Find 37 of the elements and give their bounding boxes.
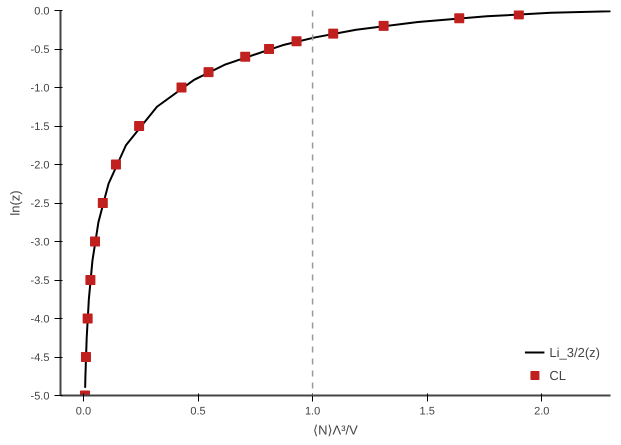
- y-tick-label: -3.5: [30, 275, 50, 287]
- y-tick-label: -1.5: [30, 121, 50, 133]
- point: [264, 44, 274, 54]
- point: [378, 20, 389, 31]
- y-tick-label: -5.0: [30, 390, 50, 402]
- point: [82, 314, 93, 324]
- point: [90, 236, 100, 246]
- point: [98, 198, 108, 208]
- point: [328, 28, 338, 39]
- y-tick-label: -2.0: [30, 160, 50, 172]
- y-tick-label: -0.5: [30, 44, 50, 56]
- point: [514, 10, 524, 20]
- point: [454, 13, 464, 24]
- y-tick-label: 0.0: [34, 6, 50, 18]
- x-tick-label: 2.0: [534, 406, 550, 418]
- y-tick-label: -4.0: [30, 314, 50, 326]
- y-tick-label: -1.0: [30, 82, 50, 94]
- y-tick-label: -4.5: [30, 352, 50, 364]
- point: [85, 275, 96, 285]
- point: [176, 82, 186, 92]
- x-axis-title: ⟨N⟩Λ³/V: [313, 422, 358, 438]
- point: [134, 121, 144, 131]
- point: [110, 160, 121, 170]
- legend-label: Li_3/2(z): [549, 344, 600, 360]
- point: [80, 352, 91, 362]
- y-tick-label: -3.0: [30, 236, 50, 248]
- x-tick-label: 0.0: [76, 406, 92, 418]
- point: [240, 52, 250, 62]
- x-tick-label: 1.5: [420, 406, 435, 418]
- line-series: [84, 10, 610, 389]
- x-tick-label: 1.0: [304, 406, 320, 418]
- x-tick-label: 0.5: [190, 406, 206, 418]
- point: [204, 67, 214, 78]
- point: [292, 36, 302, 46]
- legend-label: CL: [549, 368, 568, 382]
- y-axis-title: ln(z): [8, 190, 23, 216]
- y-tick-label: -2.5: [30, 198, 50, 210]
